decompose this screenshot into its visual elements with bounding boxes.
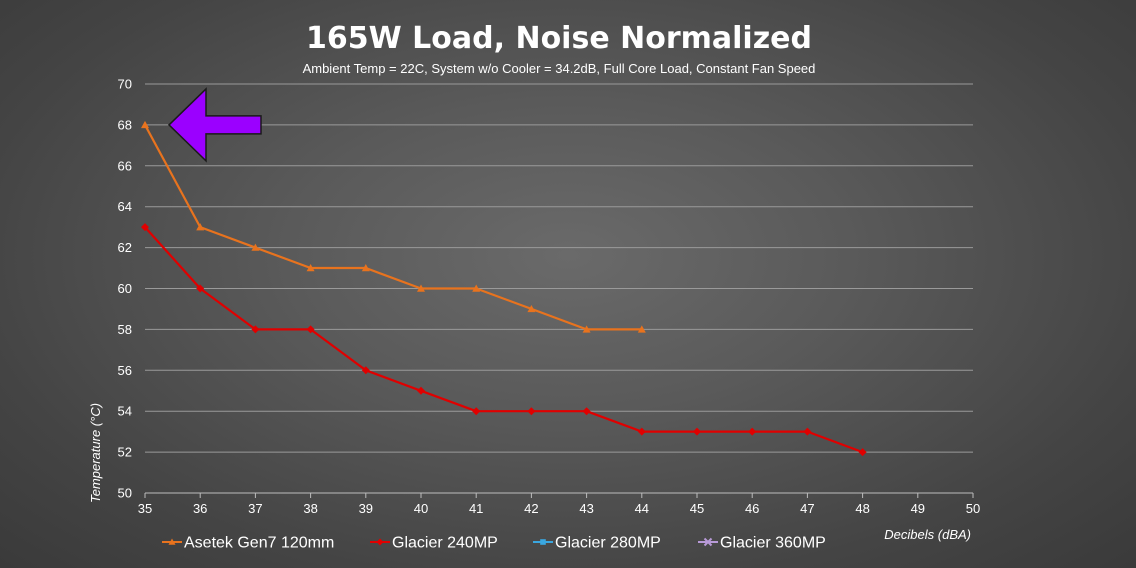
data-point [527,304,536,313]
data-point [306,264,315,272]
series-glacier-240mp [141,223,867,457]
x-tick-label: 49 [911,501,925,516]
data-point [858,448,867,457]
data-point [582,407,591,416]
y-tick-label: 68 [118,117,132,132]
chart-title: 165W Load, Noise Normalized [306,21,812,56]
series-asetek-gen7-120mm [141,120,646,333]
y-axis-label: Temperature (°C) [88,403,103,503]
data-point [196,284,205,293]
legend-label: Glacier 280MP [555,535,661,552]
data-point [141,120,149,129]
y-tick-label: 62 [118,240,132,255]
x-tick-label: 42 [524,501,538,516]
arrow-icon [167,87,262,163]
legend-marker [703,537,713,547]
legend-label: Asetek Gen7 120mm [184,535,334,552]
data-point [637,427,646,436]
data-point [693,427,701,436]
arrow-annotation [167,87,262,163]
legend-marker [168,538,176,545]
data-point [141,223,149,232]
data-point [472,407,481,416]
x-tick-label: 43 [579,501,593,516]
data-point [803,427,812,436]
grid [145,83,973,494]
x-tick-label: 41 [469,501,483,516]
series-line [144,124,642,331]
x-tick-label: 48 [855,501,869,516]
x-tick-label: 45 [690,501,704,516]
x-tick-label: 40 [414,501,428,516]
y-tick-label: 52 [118,445,132,460]
data-point [527,407,536,416]
legend: Asetek Gen7 120mm Glacier 240MP Glacier 28… [162,535,826,552]
x-tick-label: 46 [745,501,759,516]
y-tick-label: 70 [118,77,132,92]
y-tick-label: 64 [118,199,132,214]
y-tick-label: 50 [118,486,132,501]
y-tick-label: 58 [118,322,132,337]
y-tick-label: 56 [118,363,132,378]
x-tick-label: 36 [193,501,207,516]
data-point [251,243,260,251]
data-point [361,366,370,375]
data-point [417,284,425,292]
legend-item: Glacier 360MP [698,535,826,552]
legend-item: Glacier 240MP [370,535,498,552]
x-tick-label: 44 [635,501,649,516]
legend-label: Glacier 240MP [392,535,498,552]
x-tick-label: 38 [303,501,317,516]
data-point [417,386,425,395]
legend-label: Glacier 360MP [720,535,826,552]
x-tick-label: 39 [359,501,373,516]
series-group [141,120,867,457]
y-tick-label: 54 [118,404,132,419]
data-point [637,325,646,333]
legend-item: Asetek Gen7 120mm [162,535,334,552]
legend-item: Glacier 280MP [533,535,661,552]
data-point [196,223,205,231]
y-axis-ticks: 50 52 54 56 58 60 62 64 66 68 70 [118,77,132,501]
data-point [306,325,315,334]
data-point [251,325,260,334]
legend-marker [376,538,384,546]
x-tick-label: 47 [800,501,814,516]
x-axis-ticks: 35 36 37 38 39 40 41 42 43 44 45 46 47 48 49 50 [138,493,980,516]
x-tick-label: 50 [966,501,980,516]
data-point [748,427,757,436]
series-line [144,226,863,454]
x-tick-label: 35 [138,501,152,516]
legend-marker [540,539,546,545]
data-point [472,284,481,292]
data-point [361,264,370,272]
x-tick-label: 37 [248,501,262,516]
x-axis-label: Decibels (dBA) [884,527,971,542]
chart-subtitle: Ambient Temp = 22C, System w/o Cooler = … [303,61,816,76]
data-point [582,325,591,333]
y-tick-label: 60 [118,281,132,296]
y-tick-label: 66 [118,158,132,173]
